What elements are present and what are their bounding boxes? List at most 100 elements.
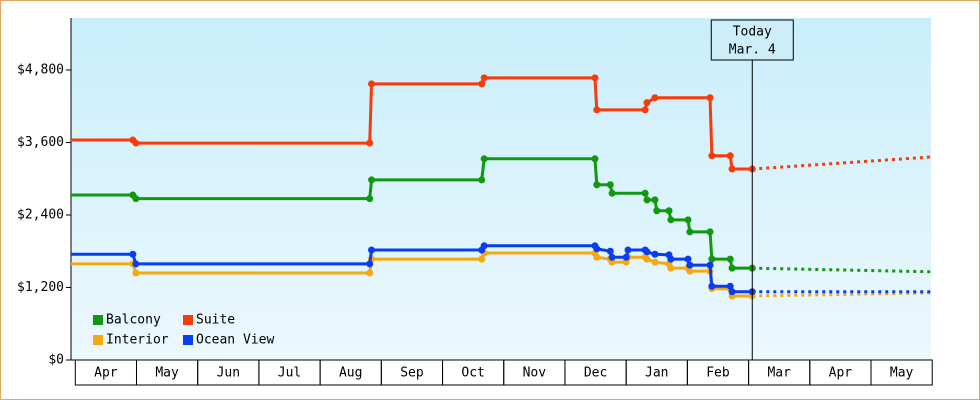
point xyxy=(726,152,734,160)
point xyxy=(667,255,675,263)
point xyxy=(608,189,616,197)
x-tick-label: Apr xyxy=(94,366,118,381)
point xyxy=(591,74,599,82)
point xyxy=(480,242,488,250)
point xyxy=(708,152,716,160)
point xyxy=(366,269,374,277)
legend-label: Interior xyxy=(106,333,169,348)
point xyxy=(132,195,140,203)
x-tick-label: May xyxy=(155,366,179,381)
point xyxy=(129,250,137,258)
x-tick-label: Jun xyxy=(217,366,240,381)
x-tick-box xyxy=(870,359,933,386)
point xyxy=(686,261,694,269)
point xyxy=(726,255,734,263)
point xyxy=(726,282,734,290)
point xyxy=(593,181,601,189)
legend-label: Balcony xyxy=(106,313,161,328)
point xyxy=(366,260,374,268)
projection-line xyxy=(752,266,932,274)
point xyxy=(641,106,649,114)
x-tick-label: Oct xyxy=(461,366,484,381)
point xyxy=(686,228,694,236)
point xyxy=(132,269,140,277)
point xyxy=(368,246,376,254)
point xyxy=(593,106,601,114)
point xyxy=(593,245,601,253)
point xyxy=(643,255,651,263)
projection-line xyxy=(752,291,932,298)
x-tick-label: Aug xyxy=(339,366,362,381)
point xyxy=(684,255,692,263)
point xyxy=(643,196,651,204)
y-tick-label: $0 xyxy=(48,353,64,368)
x-tick-label: Jan xyxy=(645,366,668,381)
point xyxy=(608,258,616,266)
point xyxy=(651,258,659,266)
x-tick-label: Apr xyxy=(829,366,853,381)
point xyxy=(651,94,659,102)
point xyxy=(366,195,374,203)
annotation-text: Mar. 4 xyxy=(729,43,776,58)
point xyxy=(622,253,630,261)
point xyxy=(706,228,714,236)
point xyxy=(480,155,488,163)
point xyxy=(686,267,694,275)
projection-line xyxy=(752,155,932,171)
plot-area xyxy=(71,18,931,360)
point xyxy=(667,264,675,272)
point xyxy=(708,255,716,263)
legend-swatch xyxy=(183,315,193,325)
point xyxy=(132,260,140,268)
point xyxy=(708,282,716,290)
point xyxy=(591,155,599,163)
point xyxy=(667,216,675,224)
point xyxy=(480,74,488,82)
point xyxy=(643,99,651,107)
point xyxy=(478,80,486,88)
annotation-text: Today xyxy=(733,25,772,40)
point xyxy=(706,94,714,102)
legend-swatch xyxy=(93,335,103,345)
point xyxy=(653,207,661,215)
y-tick-label: $2,400 xyxy=(17,207,64,222)
point xyxy=(368,80,376,88)
point xyxy=(651,196,659,204)
legend-swatch xyxy=(93,315,103,325)
point xyxy=(684,216,692,224)
point xyxy=(368,176,376,184)
x-tick-label: Mar xyxy=(767,366,791,381)
point xyxy=(478,176,486,184)
point xyxy=(706,261,714,269)
y-tick-label: $3,600 xyxy=(17,135,64,150)
point xyxy=(606,247,614,255)
annotation-box xyxy=(710,19,794,61)
legend-label: Ocean View xyxy=(196,333,274,348)
point xyxy=(728,288,736,296)
point xyxy=(665,207,673,215)
x-tick-label: Nov xyxy=(523,366,547,381)
x-tick-label: Jul xyxy=(278,366,301,381)
point xyxy=(593,253,601,261)
point xyxy=(728,264,736,272)
point xyxy=(478,255,486,263)
point xyxy=(643,248,651,256)
x-tick-label: Sep xyxy=(400,366,424,381)
point xyxy=(641,189,649,197)
point xyxy=(608,253,616,261)
x-tick-label: May xyxy=(890,366,914,381)
x-tick-label: Dec xyxy=(584,366,607,381)
point xyxy=(728,165,736,173)
y-tick-label: $4,800 xyxy=(17,62,64,77)
legend-swatch xyxy=(183,335,193,345)
point xyxy=(132,139,140,147)
x-tick-label: Feb xyxy=(706,366,730,381)
point xyxy=(606,181,614,189)
y-tick-label: $1,200 xyxy=(17,280,64,295)
point xyxy=(366,139,374,147)
point xyxy=(651,250,659,258)
point xyxy=(624,246,632,254)
legend-label: Suite xyxy=(196,313,235,328)
